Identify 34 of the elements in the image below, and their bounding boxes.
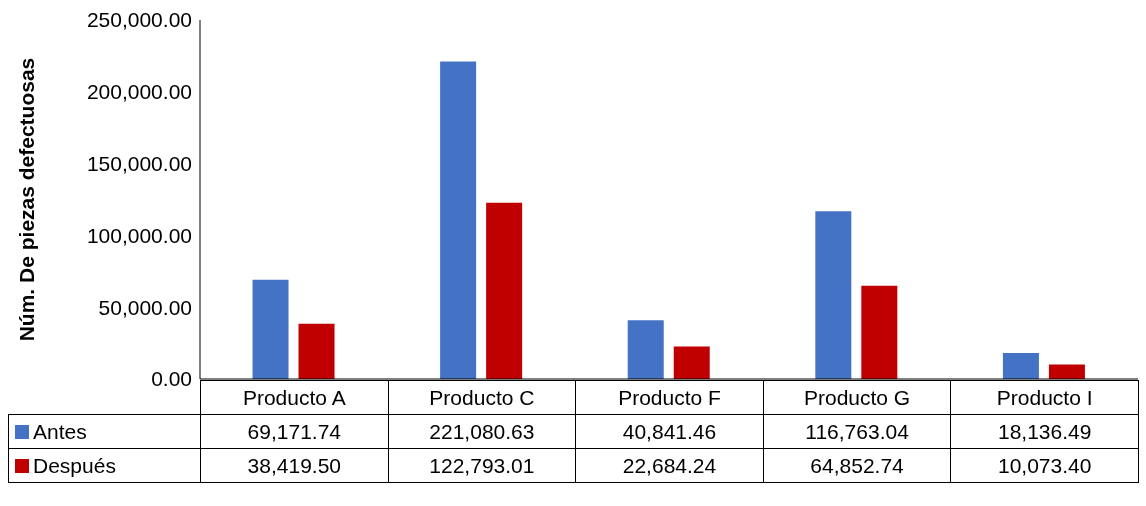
y-tick-label: 250,000.00 [86, 8, 192, 32]
x-tick-label: Producto F [575, 380, 764, 415]
bar [815, 211, 852, 379]
bar [1048, 364, 1085, 379]
x-tick-label: Producto A [200, 380, 389, 415]
x-tick-label: Producto I [950, 380, 1139, 415]
bar [252, 279, 289, 379]
data-label: 38,419.50 [200, 448, 389, 483]
legend-label: Después [8, 448, 201, 483]
bar [486, 202, 523, 379]
bar [673, 346, 710, 379]
y-tick-label: 200,000.00 [86, 80, 192, 104]
bar [627, 320, 664, 379]
y-axis-title: Núm. De piezas defectuosas [14, 57, 38, 342]
bar [861, 285, 898, 379]
data-label: 69,171.74 [200, 414, 389, 449]
bar [440, 61, 477, 379]
y-tick-label: 0.00 [151, 367, 192, 391]
data-label: 122,793.01 [388, 448, 576, 483]
data-label: 221,080.63 [388, 414, 576, 449]
y-tick-label: 150,000.00 [86, 152, 192, 176]
bar [1002, 352, 1039, 379]
y-tick-label: 50,000.00 [98, 295, 192, 319]
x-tick-label: Producto G [763, 380, 951, 415]
data-label: 10,073.40 [950, 448, 1139, 483]
bar [298, 323, 335, 379]
data-label: 40,841.46 [575, 414, 764, 449]
y-tick-label: 100,000.00 [86, 223, 192, 247]
legend-label: Antes [8, 414, 201, 449]
x-tick-label: Producto C [388, 380, 576, 415]
data-label: 64,852.74 [763, 448, 951, 483]
data-label: 22,684.24 [575, 448, 764, 483]
data-label: 18,136.49 [950, 414, 1139, 449]
data-label: 116,763.04 [763, 414, 951, 449]
